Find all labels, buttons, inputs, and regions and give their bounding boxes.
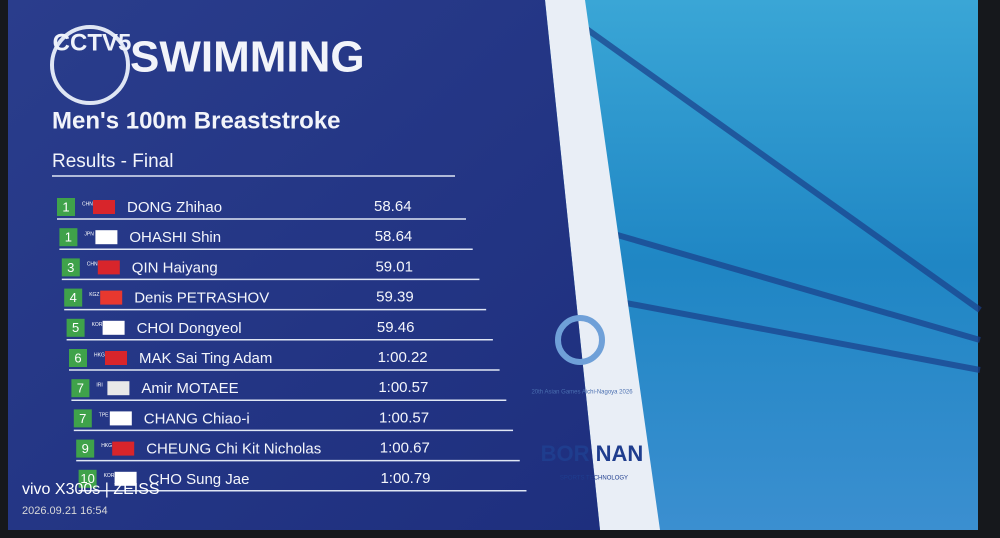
white-strip <box>545 0 660 530</box>
games-logo <box>555 315 605 365</box>
flag <box>97 260 120 275</box>
rank-box <box>64 288 83 307</box>
rank: 1 <box>62 199 69 214</box>
country-code: KGZ <box>89 292 99 298</box>
time: 1:00.67 <box>380 440 430 457</box>
country-code: JPN <box>84 232 94 238</box>
sport-title: SWIMMING <box>130 33 365 82</box>
brand-sub: SPORTS TECHNOLOGY <box>560 476 628 482</box>
rank: 3 <box>67 260 74 275</box>
rank-box <box>78 469 97 488</box>
rank: 10 <box>80 471 94 486</box>
flag <box>112 441 135 456</box>
country-code: KOR <box>92 322 103 328</box>
rank: 7 <box>79 411 86 426</box>
lane-ropes <box>558 7 982 373</box>
athlete-name: MAK Sai Ting Adam <box>139 350 272 367</box>
country-code: CHN <box>87 262 98 268</box>
athlete-name: CHOI Dongyeol <box>137 320 242 337</box>
time: 59.46 <box>377 319 415 336</box>
rank: 5 <box>72 320 79 335</box>
time: 58.64 <box>374 198 412 215</box>
rank-box <box>73 409 92 428</box>
time: 58.64 <box>375 228 413 245</box>
channel-logo <box>50 25 130 105</box>
rank-box <box>71 379 90 398</box>
stage: Results - Final <box>52 151 173 172</box>
rank-box <box>57 198 75 216</box>
time: 59.01 <box>375 258 413 275</box>
athlete-name: Denis PETRASHOV <box>134 290 269 307</box>
games-name: 20th Asian Games Aichi-Nagoya 2026 <box>531 390 633 396</box>
country-code: HKG <box>94 352 105 358</box>
time: 1:00.57 <box>378 379 428 396</box>
rank-box <box>59 228 78 247</box>
country-code: CHN <box>82 201 93 207</box>
flag <box>102 320 125 335</box>
channel: CCTV5 <box>53 29 132 56</box>
rank: 1 <box>65 230 72 245</box>
flag <box>114 471 137 486</box>
country-code: IRI <box>96 383 102 389</box>
rank-box <box>61 258 80 277</box>
rank: 6 <box>74 350 81 365</box>
time: 1:00.22 <box>378 349 428 366</box>
rank: 4 <box>70 290 77 305</box>
event-title: Men's 100m Breaststroke <box>52 107 341 134</box>
brand: BOR NAN <box>541 441 644 466</box>
rank-box <box>66 318 85 337</box>
device-watermark: vivo X300s | ZEISS <box>22 481 160 498</box>
rank-box <box>76 439 95 458</box>
athlete-name: CHO Sung Jae <box>149 471 250 488</box>
rank-box <box>69 349 87 367</box>
time: 1:00.57 <box>379 409 429 426</box>
country-code: HKG <box>101 443 112 449</box>
flag <box>107 381 130 396</box>
country-code: KOR <box>104 473 115 479</box>
athlete-name: QIN Haiyang <box>132 259 218 276</box>
athlete-name: CHANG Chiao-i <box>144 410 250 427</box>
country-code: TPE <box>99 413 109 419</box>
time: 59.39 <box>376 289 414 306</box>
athlete-name: Amir MOTAEE <box>141 380 238 397</box>
athlete-name: DONG Zhihao <box>127 199 222 216</box>
athlete-name: OHASHI Shin <box>129 229 221 246</box>
rank: 9 <box>82 441 89 456</box>
flag <box>95 230 118 245</box>
flag <box>105 351 127 365</box>
athlete-name: CHEUNG Chi Kit Nicholas <box>146 441 321 458</box>
graphics-panel <box>8 0 600 530</box>
flag <box>100 290 123 305</box>
timestamp-watermark: 2026.09.21 16:54 <box>22 505 108 517</box>
rank: 7 <box>77 381 84 396</box>
time: 1:00.79 <box>380 470 430 487</box>
flag <box>109 411 132 426</box>
flag <box>93 200 115 214</box>
